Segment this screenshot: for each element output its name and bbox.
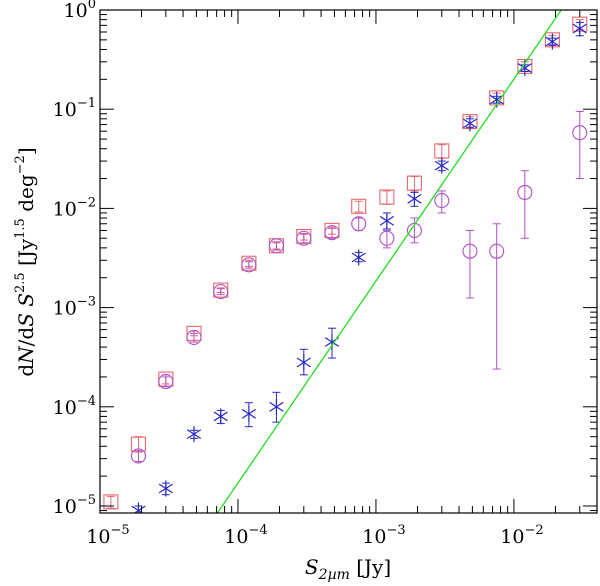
asterisk-point	[434, 157, 449, 174]
asterisk-point	[131, 502, 146, 513]
square-point	[103, 494, 119, 510]
x-tick-label: 10−3	[362, 523, 405, 548]
y-axis-title-deg-exp: −2	[13, 155, 28, 174]
asterisk-point	[407, 190, 422, 207]
circle-point	[324, 225, 340, 241]
circle-point	[406, 222, 422, 238]
y-axis-title-exp: 2.5	[13, 272, 28, 293]
y-tick-label: 10−3	[53, 295, 96, 320]
asterisk-point	[241, 405, 257, 422]
circle-point	[296, 230, 312, 246]
y-axis-title-unit-exp: 1.5	[13, 218, 28, 239]
x-axis-title-subscript: 2µm	[318, 567, 350, 583]
circle-point	[434, 192, 450, 209]
y-tick-label: 10−2	[53, 195, 96, 220]
asterisk-point	[462, 115, 478, 132]
circle-point	[186, 329, 202, 346]
y-tick-label: 10−4	[53, 394, 96, 419]
y-axis-title-deg: deg	[14, 174, 38, 218]
asterisk-point	[545, 33, 560, 50]
y-tick-label: 10−5	[53, 493, 96, 518]
circle-point	[241, 257, 257, 273]
x-tick-label: 10−4	[224, 523, 267, 548]
circle-point	[158, 373, 174, 390]
plot-frame	[99, 9, 598, 514]
circle-point	[462, 243, 478, 259]
x-axis-title: S2µm [Jy]	[305, 555, 391, 583]
x-tick-label: 10−2	[500, 523, 543, 548]
circle-point	[517, 184, 533, 200]
y-axis-title-dn: d	[14, 364, 38, 377]
asterisk-point	[296, 354, 311, 371]
square-point	[406, 175, 422, 191]
circle-point	[379, 230, 395, 246]
series-stars	[131, 20, 587, 513]
square-point	[379, 189, 395, 205]
asterisk-point	[351, 249, 366, 266]
asterisk-point	[186, 426, 202, 443]
series-circles	[130, 110, 588, 464]
y-axis-title-unit: [Jy	[14, 238, 38, 272]
x-axis-title-unit: [Jy]	[350, 555, 391, 579]
asterisk-point	[269, 398, 284, 415]
square-point	[351, 198, 367, 214]
x-tick-label: 10−5	[86, 523, 129, 548]
y-axis-title-s: S S	[14, 293, 38, 327]
circle-point	[489, 243, 505, 259]
circle-point	[213, 284, 229, 300]
asterisk-point	[572, 20, 587, 37]
asterisk-point	[379, 212, 395, 229]
y-tick-label: 100	[64, 0, 96, 22]
circle-point	[351, 216, 367, 232]
series-model	[216, 10, 562, 513]
circle-point	[130, 448, 147, 464]
y-axis-title-slash: /d	[14, 327, 38, 347]
y-tick-label: 10−1	[53, 96, 96, 121]
data-marks	[103, 10, 588, 513]
circle-point	[572, 125, 588, 141]
y-axis-title-close: ]	[14, 147, 38, 155]
y-axis-title: dN/dS S2.5 [Jy1.5 deg−2]	[13, 147, 38, 376]
y-axis-title-n: N	[14, 345, 38, 365]
asterisk-point	[213, 408, 228, 425]
model-line	[216, 10, 562, 513]
x-axis-title-symbol: S	[305, 555, 319, 579]
tick-labels: 10−5 10−4 10−3 10−2 10−5 10−4 10−3 10−2 10−1 100	[53, 0, 544, 548]
circle-point	[268, 238, 284, 254]
asterisk-point	[158, 480, 173, 497]
